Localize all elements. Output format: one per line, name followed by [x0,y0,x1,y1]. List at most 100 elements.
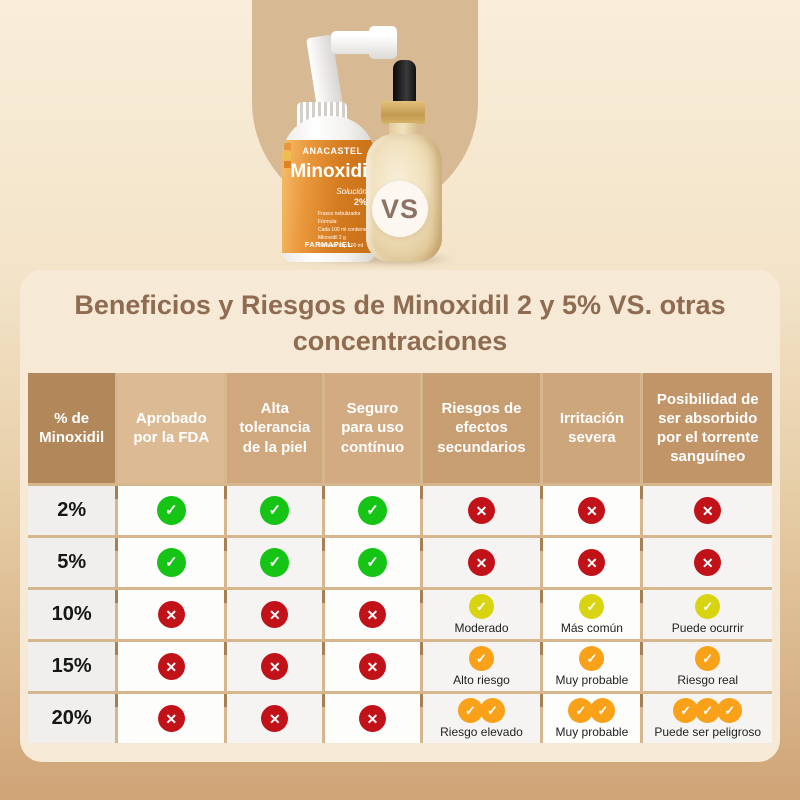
table-cell: ✕ [419,486,541,535]
check-green-icon: ✓ [358,548,388,577]
x-red-icon: ✕ [359,705,387,732]
spray-bottle: ANACASTEL Minoxidil Solución 2% Frasco n… [282,116,375,262]
check-orange-icon: ✓ [468,646,494,671]
status-icons: ✓ ✓ [457,698,505,723]
column-header: Riesgos de efectos secundarios [422,373,541,483]
x-red-icon: ✕ [261,653,289,680]
x-red-icon: ✕ [578,549,606,576]
spray-bottle-label: ANACASTEL Minoxidil Solución 2% Frasco n… [282,140,375,253]
table-cell: ✓ ✓ Riesgo elevado [419,694,541,743]
table-cell: ✓ ✓ ✓ Puede ser peligroso [640,694,772,743]
table-cell: ✕ [115,642,225,691]
check-orange-icon: ✓ [579,646,605,671]
x-red-icon: ✕ [694,549,722,576]
table-cell: ✕ [640,486,772,535]
page-title: Beneficios y Riesgos de Minoxidil 2 y 5%… [74,290,726,356]
x-red-icon: ✕ [467,497,495,524]
table-cell: ✕ [224,642,323,691]
check-orange-icon: ✓ [695,646,721,671]
row-header: 15% [28,642,116,691]
status-icons: ✕ [157,705,185,732]
table-cell: ✓ [115,486,225,535]
status-icons: ✓ [156,548,186,577]
fine-print-line: Vehículo cbp 100 ml [318,243,364,249]
status-icons: ✕ [467,549,495,576]
status-icons: ✕ [359,705,387,732]
row-header: 10% [28,590,116,639]
fine-print-line: Frasco nebulizador [318,211,361,217]
table-cell: ✓ Alto riesgo [419,642,541,691]
status-icons: ✓ [156,496,186,525]
table-cell: ✕ [115,590,225,639]
x-red-icon: ✕ [157,705,185,732]
product-name: Minoxidil [290,161,373,182]
check-green-icon: ✓ [260,496,290,525]
table-cell: ✓ [224,486,323,535]
status-icons: ✕ [157,653,185,680]
label-fine-print: Frasco nebulizador Fórmula: Cada 100 ml … [318,210,372,250]
check-green-icon: ✓ [358,496,388,525]
table-cell: ✕ [640,538,772,587]
fine-print-line: Cada 100 ml contiene: [318,227,369,233]
check-yellow-icon: ✓ [695,594,721,619]
column-header: % de Minoxidil [28,373,116,483]
status-icons: ✓ ✓ ✓ [673,698,743,723]
status-icons: ✓ [579,594,605,619]
table-cell: ✓ Moderado [419,590,541,639]
row-header: 20% [28,694,116,743]
table-cell: ✕ [224,590,323,639]
manufacturer-name: FARMAPIEL [304,240,353,249]
product-form: Solución [336,187,367,196]
status-icons: ✕ [578,549,606,576]
check-orange-icon: ✓ [717,698,743,723]
product-concentration: 2% [353,197,367,207]
x-red-icon: ✕ [157,601,185,628]
x-red-icon: ✕ [359,653,387,680]
status-label: Puede ocurrir [671,621,744,635]
dropper-cap [381,101,425,124]
table-cell: ✕ [419,538,541,587]
dropper-bottle-neck [389,123,417,137]
status-icons: ✓ [260,548,290,577]
status-icons: ✓ [695,646,721,671]
status-label: Alto riesgo [453,673,510,687]
column-header: Aprobado por la FDA [118,373,225,483]
table-cell: ✕ [115,694,225,743]
status-icons: ✓ [358,548,388,577]
check-green-icon: ✓ [156,496,186,525]
label-color-squares [284,143,292,170]
status-icons: ✓ [579,646,605,671]
x-red-icon: ✕ [359,601,387,628]
check-orange-icon: ✓ [568,698,594,723]
column-header: Alta tolerancia de la piel [227,373,323,483]
check-yellow-icon: ✓ [579,594,605,619]
content-panel: Beneficios y Riesgos de Minoxidil 2 y 5%… [20,270,780,762]
vs-label: VS [380,193,420,224]
check-orange-icon: ✓ [673,698,699,723]
row-header: 5% [28,538,116,587]
status-icons: ✕ [261,653,289,680]
fine-print-line: Minoxidil 2 g [318,235,346,241]
check-green-icon: ✓ [156,548,186,577]
x-red-icon: ✕ [467,549,495,576]
status-icons: ✕ [261,705,289,732]
table-cell: ✕ [322,694,420,743]
table-cell: ✓ [322,486,420,535]
status-icons: ✕ [694,549,722,576]
status-icons: ✕ [578,497,606,524]
table-cell: ✓ [115,538,225,587]
status-icons: ✕ [157,601,185,628]
table-cell: ✕ [322,642,420,691]
vs-badge: VS [372,181,428,237]
check-orange-icon: ✓ [695,698,721,723]
check-orange-icon: ✓ [590,698,616,723]
status-label: Muy probable [555,725,629,739]
x-red-icon: ✕ [261,705,289,732]
status-icons: ✕ [359,601,387,628]
status-icons: ✕ [359,653,387,680]
table-cell: ✕ [322,590,420,639]
column-header: Seguro para uso contínuo [325,373,420,483]
check-orange-icon: ✓ [479,698,505,723]
table-cell: ✕ [540,486,641,535]
